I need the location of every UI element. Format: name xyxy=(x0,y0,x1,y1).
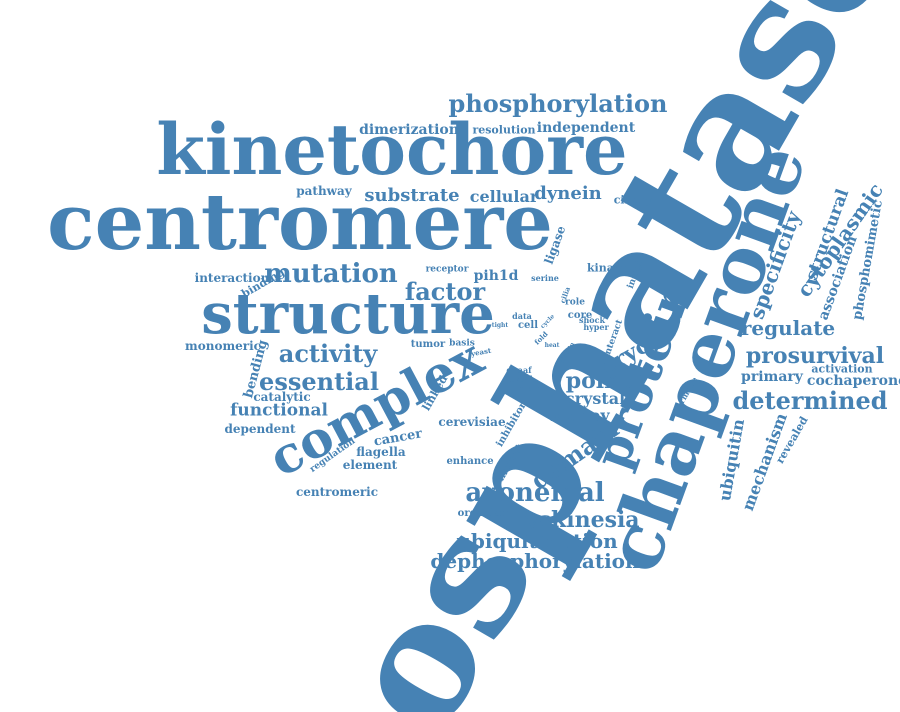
word: centromere xyxy=(47,177,553,268)
word: ubiquitination xyxy=(456,529,618,553)
word: independent xyxy=(536,120,636,136)
word: interaction xyxy=(194,271,270,285)
word: resolution xyxy=(472,123,536,137)
word: core xyxy=(567,310,593,321)
word: shock xyxy=(578,315,606,325)
word: kinetochore xyxy=(156,108,628,191)
word: receptor xyxy=(425,264,469,275)
word: pih1d xyxy=(473,268,519,284)
word: tight xyxy=(491,322,509,329)
word: mutation xyxy=(264,259,398,289)
word: centromeric xyxy=(295,485,379,499)
word: reveal xyxy=(505,374,533,384)
word: catalytic xyxy=(253,390,311,404)
word: activation xyxy=(811,362,873,376)
word: dephosphorylation xyxy=(430,549,640,573)
word: dnaaf xyxy=(506,365,532,375)
word: basis xyxy=(449,338,475,349)
word: cochaperone xyxy=(806,373,900,389)
word: hyper xyxy=(583,322,609,332)
word: essential xyxy=(259,367,379,396)
word: phosphorylation xyxy=(448,89,668,118)
word: tumor xyxy=(410,339,446,350)
word: regulate xyxy=(740,316,836,340)
word: element xyxy=(342,458,398,472)
word: heat xyxy=(544,342,560,349)
word: data xyxy=(512,311,532,321)
word: crystal xyxy=(564,389,626,408)
word: dyskinesia xyxy=(510,507,640,533)
word: dynein xyxy=(534,183,602,204)
word: point xyxy=(565,368,631,394)
word: functional xyxy=(230,400,328,421)
word: human xyxy=(508,383,540,393)
word: ciliary xyxy=(613,193,653,207)
word: cellular xyxy=(469,187,539,206)
word: cerevisiae xyxy=(438,415,506,429)
word: determined xyxy=(732,386,888,415)
word: flagella xyxy=(356,445,406,459)
word: dependent xyxy=(224,422,296,436)
word: structure xyxy=(201,281,495,347)
word: organism xyxy=(457,508,511,519)
word: dimerization xyxy=(359,122,459,138)
word: axonemal xyxy=(465,478,605,508)
word: kidney xyxy=(550,406,610,425)
word: factor xyxy=(404,277,486,306)
word: role xyxy=(565,297,585,308)
word: pathway xyxy=(296,184,352,198)
word: cell xyxy=(517,320,539,331)
word: enhance xyxy=(446,456,494,467)
word: activity xyxy=(278,339,378,368)
word: substrate xyxy=(364,185,460,206)
word: primary xyxy=(741,369,803,385)
word: serine xyxy=(531,273,559,283)
word: kinase xyxy=(586,261,628,275)
word: prosurvival xyxy=(745,343,885,369)
word: monomeric xyxy=(185,339,261,353)
